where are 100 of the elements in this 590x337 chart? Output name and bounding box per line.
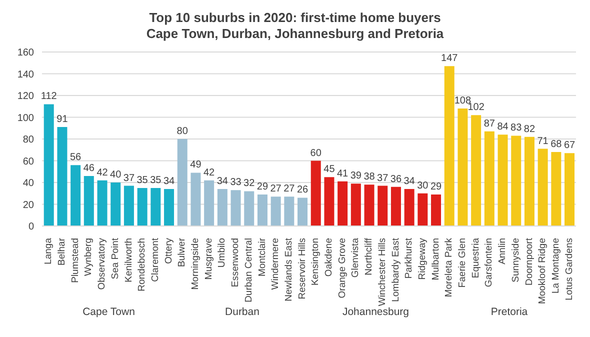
bar [378,186,388,226]
data-label: 91 [56,114,68,126]
x-tick-label: Moreleta Park [444,238,455,298]
x-tick-label: Durban Central [243,238,254,302]
data-label: 37 [377,172,389,184]
data-label: 40 [110,170,122,180]
bar [230,190,241,226]
x-tick-label: Reservoir Hills [296,238,308,300]
x-tick-label: Oakdene [324,238,335,277]
data-label: 71 [537,136,549,147]
bar [538,148,548,226]
x-tick-label: Windermere [270,238,282,290]
data-label: 36 [390,174,402,185]
x-tick-label: Parkhurst [404,238,415,279]
x-tick-label: Essenwood [230,238,242,288]
data-label: 56 [70,152,82,164]
data-label: 45 [324,164,336,176]
x-tick-label: Winchester Hills [376,238,388,306]
bar [350,184,361,226]
data-label: 38 [364,172,376,183]
bar [431,194,442,226]
bar [110,182,121,226]
bar [164,189,174,226]
data-label: 34 [216,176,228,188]
data-label: 60 [310,148,322,159]
y-tick-label: 120 [17,91,34,102]
bar [404,189,414,226]
bar [458,108,468,226]
data-label: 42 [204,167,216,178]
x-tick-label: Orange Grove [336,238,348,298]
data-label: 83 [510,122,522,134]
bar [44,104,54,226]
y-tick-label: 0 [28,222,34,233]
x-tick-label: Sea Point [110,238,121,280]
data-label: 82 [524,124,536,135]
x-tick-label: Mulbarton [430,238,442,280]
bar [97,180,108,226]
data-label: 84 [497,122,509,133]
x-tick-label: Annlin [497,238,508,264]
y-tick-label: 60 [22,156,34,168]
bar [310,160,321,226]
x-tick-label: La Montagne [550,238,562,294]
x-tick-label: Sunnyside [510,238,522,282]
x-tick-label: Glenvista [350,237,362,278]
x-tick-label: Morningside [190,238,202,290]
x-tick-label: Kenilworth [123,238,134,282]
data-label: 87 [484,118,496,130]
data-label: 147 [441,53,458,64]
x-tick-label: Mookloof Ridge [537,238,548,304]
bar [177,139,188,226]
bar [217,189,228,226]
text: Johannesburg [341,306,410,318]
y-tick-label: 100 [17,112,34,124]
bar [124,186,134,226]
y-tick-label: 140 [17,69,34,80]
x-tick-label: Northcliff [364,238,375,276]
bar [564,153,575,226]
text: Pretoria [490,306,529,318]
x-tick-label: Lotus Gardens [564,238,575,300]
x-tick-label: Musgrave [203,238,214,280]
data-label: 68 [550,139,562,150]
bar [84,176,94,226]
bar [484,131,494,226]
bar [70,165,81,226]
x-tick-label: Ridgeway [416,238,428,280]
bar [444,66,454,226]
data-label: 49 [190,160,202,171]
text: Cape Town [82,306,136,318]
bar [204,180,214,226]
bar [257,194,268,226]
data-label: 35 [136,174,148,186]
data-label: 39 [350,170,362,182]
data-label: 34 [404,176,416,188]
x-tick-label: Lombardy East [390,238,402,302]
bar [298,198,308,226]
y-tick-label: 160 [17,48,34,59]
x-tick-label: Doornpoort [524,238,535,286]
chart-title: Top 10 suburbs in 2020: first-time home buyers Cape Town, Durban, Johannesburg and Pretoria [145,10,445,42]
x-tick-label: Wynberg [83,238,94,276]
data-label: 32 [244,178,256,190]
text: Durban [224,306,260,318]
bar [284,196,294,226]
x-tick-label: Newlands East [283,238,294,302]
y-tick-label: 40 [22,178,34,190]
data-label: 34 [163,176,176,188]
x-tick-label: Equestria [470,237,482,278]
data-label: 46 [83,162,95,174]
bar [150,188,161,226]
bar [551,152,562,226]
bar [364,184,374,226]
x-tick-label: Observatory [96,238,108,290]
data-label: 30 [417,180,429,192]
x-tick-label: Faerie Glen [457,238,468,288]
bar [498,134,508,226]
data-label: 29 [430,181,442,192]
y-tick-label: 20 [22,200,34,211]
data-label: 27 [284,184,296,195]
bar [137,188,148,226]
y-tick-label: 80 [22,134,34,146]
data-label: 102 [468,102,485,114]
